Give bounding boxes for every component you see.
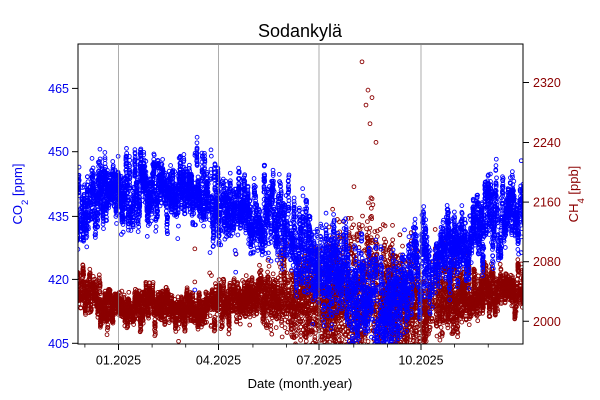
svg-text:2160: 2160 bbox=[533, 196, 561, 210]
svg-text:10.2025: 10.2025 bbox=[398, 354, 443, 368]
svg-text:2320: 2320 bbox=[533, 76, 561, 90]
svg-text:04.2025: 04.2025 bbox=[196, 354, 241, 368]
svg-text:Date (month.year): Date (month.year) bbox=[248, 376, 353, 391]
svg-text:Sodankylä: Sodankylä bbox=[258, 21, 343, 41]
svg-text:CO2 [ppm]: CO2 [ppm] bbox=[10, 164, 31, 225]
svg-text:2080: 2080 bbox=[533, 255, 561, 269]
svg-text:465: 465 bbox=[48, 82, 69, 96]
svg-text:07.2025: 07.2025 bbox=[296, 354, 341, 368]
svg-text:405: 405 bbox=[48, 337, 69, 351]
svg-text:2240: 2240 bbox=[533, 136, 561, 150]
svg-text:420: 420 bbox=[48, 273, 69, 287]
svg-text:01.2025: 01.2025 bbox=[96, 354, 141, 368]
svg-text:450: 450 bbox=[48, 145, 69, 159]
svg-text:CH4 [ppb]: CH4 [ppb] bbox=[566, 166, 587, 223]
svg-text:2000: 2000 bbox=[533, 315, 561, 329]
svg-text:435: 435 bbox=[48, 210, 69, 224]
